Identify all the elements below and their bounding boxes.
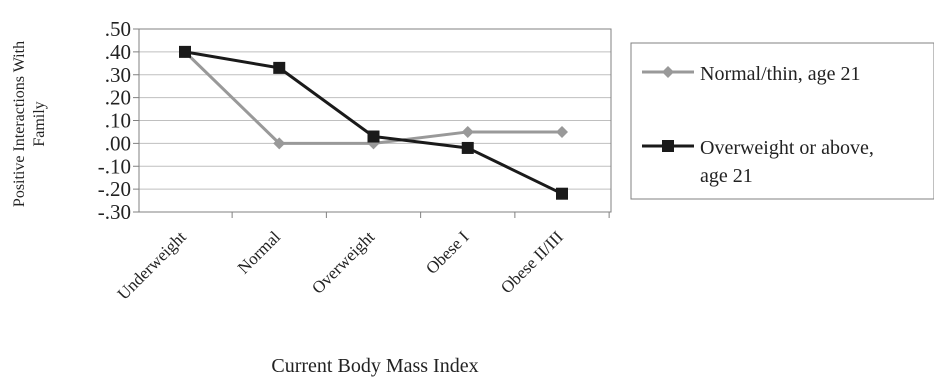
y-tick-label: .20: [105, 86, 131, 110]
legend-swatch-marker-square: [662, 140, 674, 152]
legend: Normal/thin, age 21 Overweight or above,…: [630, 42, 934, 200]
data-point-overweight-or-above-age-21-normal: [273, 61, 286, 74]
x-axis-label: Current Body Mass Index: [271, 355, 478, 377]
data-point-normal-thin-age-21-obese-ii-iii: [556, 125, 568, 138]
data-point-normal-thin-age-21-normal: [273, 137, 286, 150]
y-tick-label: -.20: [98, 177, 131, 201]
legend-label-overweight-line-2: age 21: [700, 165, 753, 187]
gridlines: [139, 51, 611, 190]
legend-frame: [630, 42, 934, 200]
y-tick-label: .10: [105, 109, 131, 133]
legend-label-overweight-line-1: Overweight or above,: [700, 137, 874, 159]
y-tick-label: -.10: [98, 154, 131, 178]
x-tick-label-normal: Normal: [234, 227, 284, 277]
y-tick-label: -.30: [98, 200, 131, 224]
series-line-overweight-or-above-age-21: [184, 50, 563, 196]
y-axis-ticks: .50.40.30.20.10.00-.10-.20-.30: [98, 17, 139, 224]
data-point-overweight-or-above-age-21-obese-ii-iii: [556, 187, 568, 200]
x-tick-label-overweight: Overweight: [308, 227, 378, 297]
y-axis-label-line-1: Positive Interactions With: [11, 41, 28, 207]
data-point-overweight-or-above-age-21-underweight: [179, 45, 191, 58]
x-tick-label-underweight: Underweight: [114, 227, 190, 303]
data-point-normal-thin-age-21-obese-i: [461, 125, 474, 138]
y-tick-label: .40: [105, 40, 131, 64]
x-tick-label-obese-ii-iii: Obese II/III: [497, 227, 567, 297]
series-lines: [179, 45, 568, 200]
y-tick-label: .50: [105, 17, 131, 41]
y-axis-label-line-2: Family: [31, 101, 48, 146]
x-tick-label-obese-i: Obese I: [422, 227, 473, 278]
data-point-overweight-or-above-age-21-obese-i: [461, 141, 474, 154]
y-tick-label: .30: [105, 63, 131, 87]
y-tick-label: .00: [105, 131, 131, 155]
data-point-overweight-or-above-age-21-overweight: [367, 130, 380, 143]
legend-label-normal-thin: Normal/thin, age 21: [700, 63, 861, 85]
x-axis-ticks: Underweight Normal Overweight Obese I Obese …: [114, 212, 610, 304]
legend-swatch-marker-diamond: [662, 66, 674, 78]
